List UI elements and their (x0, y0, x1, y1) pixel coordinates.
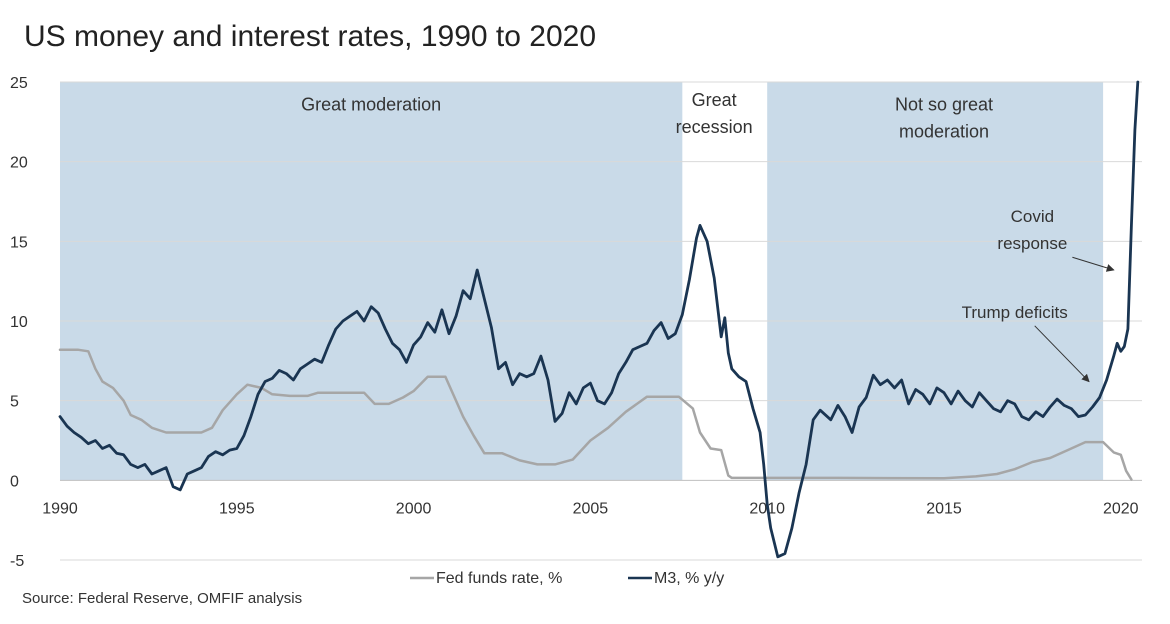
y-tick-label-25: 25 (10, 75, 28, 92)
y-tick-labels: -5 0 5 10 15 20 25 (10, 75, 28, 570)
y-tick-label--5: -5 (10, 553, 24, 570)
shaded-regions (60, 82, 1104, 481)
source-note: Source: Federal Reserve, OMFIF analysis (22, 590, 303, 607)
annotation-label-1: Trump deficits (962, 303, 1068, 322)
region-label-0: Great moderation (301, 95, 441, 115)
annotation-arrow-0 (1072, 256, 1115, 272)
shaded-region-0 (60, 82, 683, 481)
y-tick-label-15: 15 (10, 234, 28, 251)
annotation-arrow-1 (1034, 325, 1090, 383)
x-tick-label-2020: 2020 (1103, 500, 1139, 517)
x-tick-label-2015: 2015 (926, 500, 962, 517)
y-tick-label-0: 0 (10, 473, 19, 490)
legend: Fed funds rate, % M3, % y/y (410, 570, 724, 587)
series-lines (58, 80, 1140, 559)
annotations: Covid response Trump deficits (962, 207, 1115, 383)
region-label-1: Great recession (676, 90, 753, 137)
legend-label-1: M3, % y/y (654, 570, 724, 587)
y-tick-label-5: 5 (10, 394, 19, 411)
x-tick-label-1990: 1990 (42, 500, 78, 517)
shaded-region-1 (767, 82, 1104, 481)
x-tick-labels: 1990 1995 2000 2005 2010 2015 2020 (42, 500, 1138, 517)
x-tick-label-2000: 2000 (396, 500, 432, 517)
region-label-2: Not so great moderation (895, 95, 993, 142)
legend-label-0: Fed funds rate, % (436, 570, 562, 587)
y-tick-label-10: 10 (10, 314, 28, 331)
annotation-label-0: Covid response (997, 207, 1067, 253)
gridlines (60, 81, 1142, 561)
chart-title: US money and interest rates, 1990 to 202… (24, 20, 597, 53)
x-tick-label-1995: 1995 (219, 500, 255, 517)
series-line-fed-funds (58, 348, 1133, 481)
y-tick-label-20: 20 (10, 155, 28, 172)
region-labels: Great moderation Great recession Not so gre… (301, 90, 993, 142)
series-line-m3 (58, 80, 1140, 559)
x-tick-label-2005: 2005 (573, 500, 609, 517)
